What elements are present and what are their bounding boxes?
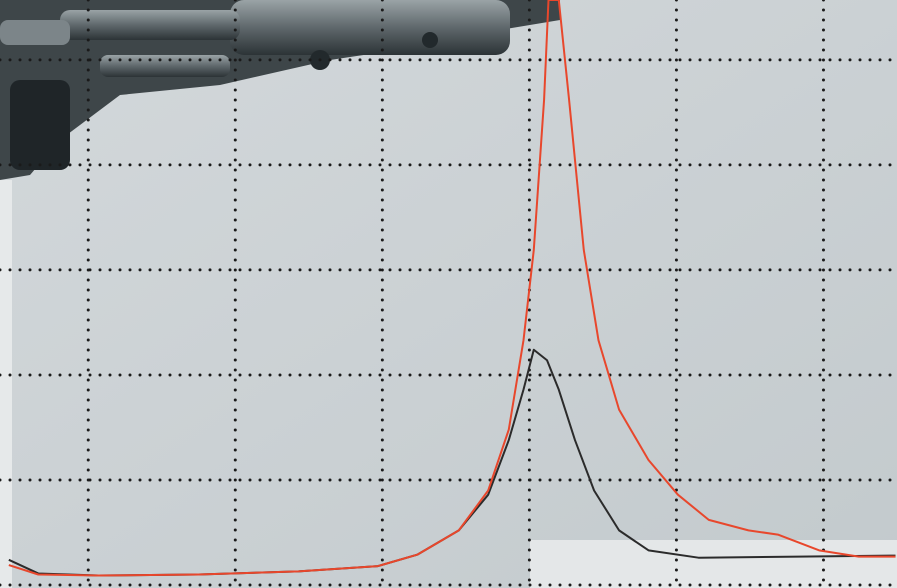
data-line [8, 0, 896, 577]
paper-edge [0, 180, 12, 588]
paper-panel [530, 540, 897, 588]
machine-photo [0, 0, 560, 180]
